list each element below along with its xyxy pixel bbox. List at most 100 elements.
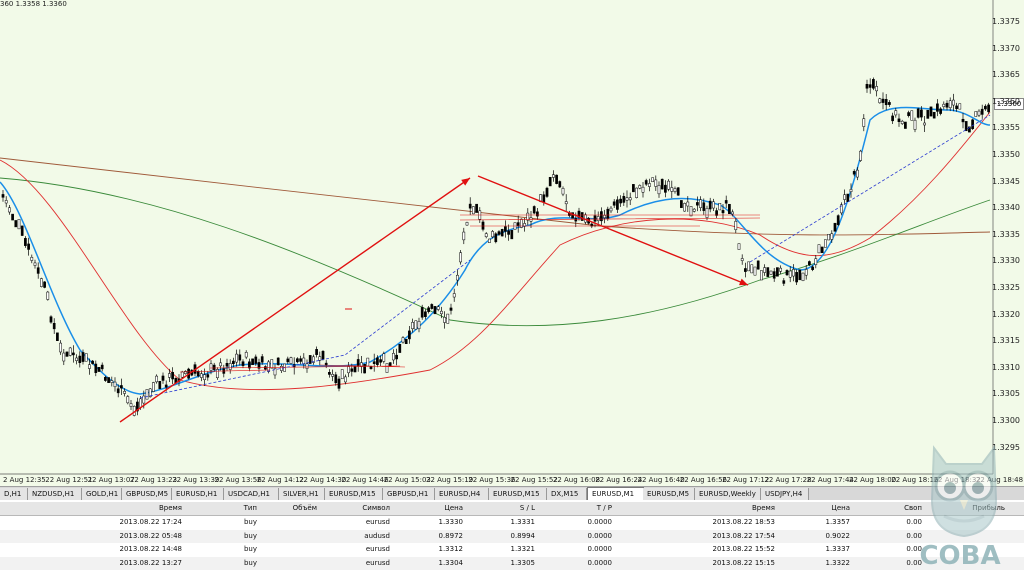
header-volume[interactable]: Объём [292, 504, 317, 512]
header-price[interactable]: Цена [444, 504, 463, 512]
header-symbol[interactable]: Символ [362, 504, 390, 512]
candlestick [228, 359, 232, 374]
chart-tab[interactable]: D,H1 [0, 488, 28, 500]
candlestick [446, 313, 450, 324]
chart-tab[interactable]: EURUSD,M15 [489, 488, 547, 500]
chart-tab[interactable]: EURUSD,H1 [172, 488, 224, 500]
candlestick [929, 106, 933, 117]
chart-area[interactable]: 360 1.3358 1.3360 1.3360 1.3375 1.3370 1.3… [0, 0, 1024, 484]
trade-history-table: Время Тип Объём Символ Цена S / L T / P … [0, 500, 1024, 570]
candlestick [664, 180, 667, 198]
candlestick [264, 365, 267, 371]
candlestick [561, 186, 565, 197]
table-row[interactable]: 2013.08.22 14:48 buy eurusd 1.3312 1.3321 0.0… [0, 543, 1024, 556]
candlestick [171, 367, 174, 384]
chart-tab[interactable]: DX,M15 [547, 488, 587, 500]
candlestick [276, 357, 280, 366]
chart-tab[interactable]: SILVER,H1 [279, 488, 325, 500]
price-chart[interactable] [0, 0, 1024, 484]
candlestick [516, 215, 520, 233]
header-profit[interactable]: Прибыль [972, 504, 1005, 512]
time-tick-label: 22 Aug 12:51 [45, 476, 93, 484]
candlestick [145, 389, 149, 400]
cell-type: buy [243, 531, 257, 540]
header-tp[interactable]: T / P [596, 504, 612, 512]
chart-tab[interactable]: GBPUSD,H1 [383, 488, 435, 500]
candlestick [196, 369, 200, 378]
candlestick [388, 362, 392, 367]
table-row[interactable]: 2013.08.22 17:24 buy eurusd 1.3330 1.3331 0.0… [0, 516, 1024, 529]
candlestick [440, 306, 443, 319]
header-close-price[interactable]: Цена [831, 504, 850, 512]
candlestick [532, 205, 536, 215]
header-swap[interactable]: Своп [904, 504, 922, 512]
cell-close-time: 2013.08.22 18:53 [712, 518, 775, 526]
header-open-time[interactable]: Время [158, 504, 182, 512]
candlestick [8, 204, 11, 215]
chart-tab[interactable]: EURUSD,H4 [435, 488, 489, 500]
header-close-time[interactable]: Время [751, 504, 775, 512]
candlestick [747, 261, 750, 272]
chart-tab[interactable]: USDCAD,H1 [224, 488, 279, 500]
candlestick [712, 198, 715, 211]
header-type[interactable]: Тип [243, 504, 257, 512]
candlestick [945, 100, 949, 111]
candlestick [788, 266, 792, 283]
chart-tab[interactable]: EURUSD,M15 [325, 488, 383, 500]
candlestick [600, 207, 603, 226]
candlestick [961, 112, 965, 129]
candlestick [753, 266, 757, 276]
candlestick [619, 195, 622, 207]
candlestick [785, 269, 789, 276]
chart-tab[interactable]: GBPUSD,M5 [122, 488, 172, 500]
candlestick [811, 265, 814, 272]
candlestick [308, 355, 312, 364]
cell-tp: 0.0000 [587, 531, 613, 540]
candlestick [244, 350, 248, 360]
candlestick [744, 262, 747, 278]
candlestick [916, 107, 920, 119]
candlestick [740, 254, 744, 265]
chart-tab[interactable]: NZDUSD,H1 [28, 488, 82, 500]
table-row[interactable]: 2013.08.22 05:48 buy audusd 0.8972 0.8994 0.0… [0, 529, 1024, 543]
header-sl[interactable]: S / L [519, 504, 535, 512]
chart-tab[interactable]: GOLD,H1 [82, 488, 122, 500]
table-row[interactable]: 2013.08.22 13:27 buy eurusd 1.3304 1.3305 0.0… [0, 556, 1024, 570]
time-tick-label: 22 Aug 17:28 [764, 476, 812, 484]
price-tick-label: 1.3350 [992, 150, 1020, 159]
candlestick [312, 354, 315, 365]
fall-arrow-head [739, 278, 748, 286]
candlestick [510, 230, 514, 240]
candlestick [481, 219, 485, 232]
candlestick [523, 217, 526, 232]
candlestick [737, 243, 741, 250]
candlestick [676, 187, 680, 196]
chart-tab[interactable]: EURUSD,M1 [587, 487, 644, 501]
candlestick [158, 381, 162, 389]
candlestick [651, 177, 654, 183]
candlestick [520, 218, 523, 229]
time-tick-label: 22 Aug 13:56 [214, 476, 262, 484]
candlestick [680, 200, 683, 208]
candlestick [417, 317, 421, 333]
price-tick-label: 1.3345 [992, 176, 1020, 186]
chart-tab[interactable]: USDJPY,H4 [761, 488, 809, 500]
candlestick [1, 189, 5, 202]
candlestick [328, 369, 331, 378]
candlestick [107, 377, 110, 383]
candlestick [334, 371, 338, 386]
chart-tab[interactable]: EURUSD,Weekly [695, 488, 761, 500]
candlestick [472, 206, 475, 215]
candlestick [708, 197, 712, 213]
price-tick-label: 1.3360 [992, 96, 1020, 106]
chart-tab[interactable]: EURUSD,M5 [643, 488, 695, 500]
candlestick [833, 222, 837, 232]
candlestick [616, 196, 619, 213]
candlestick [123, 388, 126, 397]
cell-price: 1.3304 [438, 558, 464, 567]
trade-level-lines [179, 214, 761, 373]
candlestick [763, 264, 766, 276]
candlestick [593, 209, 597, 228]
cell-sl: 1.3321 [510, 545, 536, 553]
time-tick-label: 22 Aug 18:00 [849, 476, 897, 484]
